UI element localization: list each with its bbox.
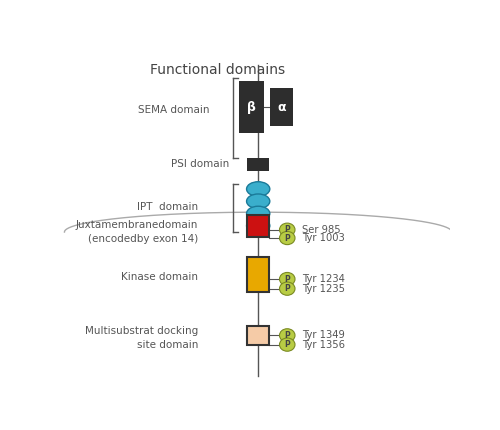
Text: P: P	[284, 233, 290, 243]
Text: Tyr 1235: Tyr 1235	[302, 284, 345, 294]
Text: Tyr 1356: Tyr 1356	[302, 340, 345, 350]
Text: IPT  domain: IPT domain	[137, 202, 198, 212]
Text: Ser 985: Ser 985	[302, 225, 341, 235]
Text: PSI domain: PSI domain	[171, 159, 229, 169]
Text: P: P	[284, 284, 290, 293]
Text: Multisubstrat docking
site domain: Multisubstrat docking site domain	[85, 326, 198, 350]
Text: Functional domains: Functional domains	[150, 63, 285, 77]
Bar	[248, 215, 268, 237]
Circle shape	[280, 338, 295, 351]
Text: Tyr 1003: Tyr 1003	[302, 233, 344, 243]
Bar	[239, 81, 264, 133]
Text: P: P	[284, 331, 290, 340]
Text: Kinase domain: Kinase domain	[121, 272, 198, 282]
Bar	[248, 257, 268, 292]
Circle shape	[280, 223, 295, 237]
Text: α: α	[277, 101, 286, 114]
Text: P: P	[284, 340, 290, 349]
Bar	[248, 157, 268, 171]
Circle shape	[280, 273, 295, 286]
Text: Tyr 1234: Tyr 1234	[302, 274, 345, 284]
Ellipse shape	[246, 206, 270, 221]
Bar	[248, 326, 268, 344]
Circle shape	[280, 282, 295, 295]
Circle shape	[280, 329, 295, 342]
Ellipse shape	[246, 218, 270, 233]
Text: SEMA domain: SEMA domain	[138, 104, 210, 114]
Ellipse shape	[246, 194, 270, 209]
Circle shape	[280, 231, 295, 245]
Text: Tyr 1349: Tyr 1349	[302, 330, 345, 341]
Text: P: P	[284, 275, 290, 283]
Bar	[270, 88, 293, 126]
Text: Juxtamembranedomain
(encodedby exon 14): Juxtamembranedomain (encodedby exon 14)	[76, 221, 198, 244]
Ellipse shape	[246, 182, 270, 196]
Text: P: P	[284, 225, 290, 234]
Text: β: β	[247, 101, 256, 114]
